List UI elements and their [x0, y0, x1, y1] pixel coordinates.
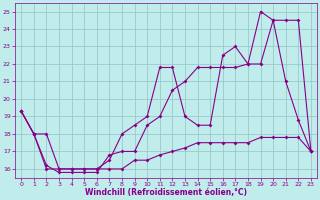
X-axis label: Windchill (Refroidissement éolien,°C): Windchill (Refroidissement éolien,°C)	[85, 188, 247, 197]
